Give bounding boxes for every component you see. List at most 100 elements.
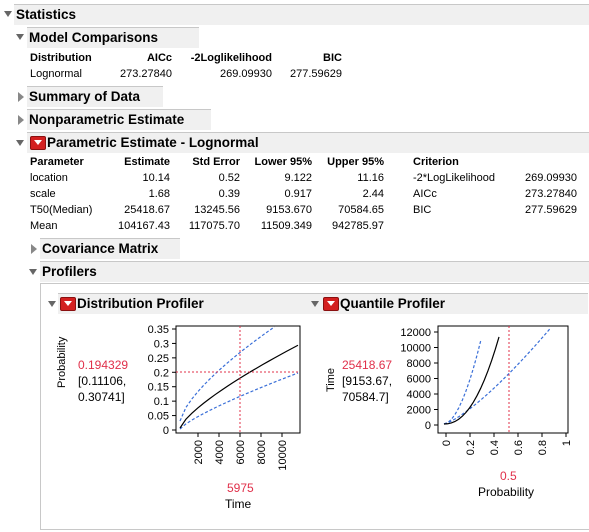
dist-y-tick-label: 0.3 <box>154 338 169 350</box>
col-header: Lower 95% <box>254 156 312 168</box>
table-header-row: Parameter Estimate Std Error Lower 95% U… <box>30 154 384 170</box>
summary-of-data-header[interactable]: Summary of Data <box>27 86 163 107</box>
covariance-header[interactable]: Covariance Matrix <box>40 238 180 259</box>
nonparametric-header[interactable]: Nonparametric Estimate <box>27 109 211 130</box>
col-header: Parameter <box>30 156 84 168</box>
criterion-table: Criterion -2*LogLikelihood 269.09930 AIC… <box>413 154 577 218</box>
quant-plot-frame <box>437 325 569 434</box>
dist-xlabel: Time <box>225 497 252 511</box>
cell: 942785.97 <box>332 220 384 232</box>
distribution-profiler-red-triangle-menu[interactable] <box>60 297 76 311</box>
quant-estimate-curve <box>443 336 500 425</box>
statistics-title: Statistics <box>16 7 77 22</box>
expand-covariance-icon[interactable] <box>31 244 37 254</box>
col-header: Upper 95% <box>327 156 384 168</box>
cell: 269.09930 <box>525 172 577 184</box>
profilers-panel <box>40 283 589 530</box>
col-header: AICc <box>146 52 172 64</box>
table-row: T50(Median) 25418.67 13245.56 9153.670 7… <box>30 202 384 218</box>
quant-lower-ci-curve <box>443 327 551 425</box>
distribution-profiler-title: Distribution Profiler <box>77 296 204 311</box>
cell: 10.14 <box>142 172 170 184</box>
collapse-model-comparisons-icon[interactable] <box>16 34 24 40</box>
parametric-table: Parameter Estimate Std Error Lower 95% U… <box>30 154 384 234</box>
col-header: BIC <box>323 52 342 64</box>
quant-prob-value[interactable]: 0.5 <box>500 469 517 483</box>
col-header: Estimate <box>124 156 170 168</box>
cell: 273.27840 <box>525 188 577 200</box>
cell: 11.16 <box>357 172 384 184</box>
dist-y-tick-label: 0 <box>163 425 169 437</box>
cell: 104167.43 <box>118 220 170 232</box>
table-row: location 10.14 0.52 9.122 11.16 <box>30 170 384 186</box>
quant-upper-ci-curve <box>443 340 482 425</box>
collapse-profilers-icon[interactable] <box>29 269 37 275</box>
dist-ylabel: Probability <box>56 336 68 388</box>
cell <box>513 154 577 170</box>
table-header-row: Distribution AICc -2Loglikelihood BIC <box>30 50 342 66</box>
quant-x-tick-label: 0.4 <box>489 440 501 455</box>
table-row: scale 1.68 0.39 0.917 2.44 <box>30 186 384 202</box>
model-comparisons-header[interactable]: Model Comparisons <box>27 27 199 48</box>
col-header: Criterion <box>413 156 459 168</box>
collapse-quantile-profiler-icon[interactable] <box>311 301 319 307</box>
cell: 9153.670 <box>266 204 312 216</box>
dist-y-tick-label: 0.15 <box>148 382 169 394</box>
cell: 70584.65 <box>338 204 384 216</box>
cell: 0.917 <box>284 188 312 200</box>
dist-x-tick-label: 10000 <box>277 440 289 471</box>
profilers-header[interactable]: Profilers <box>40 261 589 282</box>
dist-probability-value[interactable]: 0.194329 <box>78 358 129 372</box>
cell: 277.59629 <box>525 204 577 216</box>
col-header: Distribution <box>30 52 92 64</box>
col-header: -2Loglikelihood <box>190 52 272 64</box>
model-comparisons-title: Model Comparisons <box>29 30 159 45</box>
cell: AICc <box>413 188 437 200</box>
cell: scale <box>30 188 56 200</box>
distribution-profiler-header[interactable]: Distribution Profiler <box>58 293 325 314</box>
cell: T50(Median) <box>30 204 93 216</box>
quant-x-tick-label: 1 <box>561 440 573 446</box>
dist-time-value[interactable]: 5975 <box>227 481 254 495</box>
quant-y-tick-label: 8000 <box>407 358 431 370</box>
quant-xlabel: Probability <box>478 485 535 499</box>
parametric-red-triangle-menu[interactable] <box>30 136 46 150</box>
cell: 273.27840 <box>120 68 172 80</box>
cell: -2*LogLikelihood <box>413 172 495 184</box>
cell: 13245.56 <box>194 204 240 216</box>
table-header-row: Criterion <box>413 154 577 170</box>
dist-ci-lower: [0.11106, <box>78 374 127 388</box>
profilers-title: Profilers <box>42 264 97 279</box>
cell: 2.44 <box>362 188 384 200</box>
summary-of-data-title: Summary of Data <box>29 89 141 104</box>
cell: 25418.67 <box>124 204 170 216</box>
parametric-title: Parametric Estimate - Lognormal <box>47 135 259 150</box>
quantile-profiler-header[interactable]: Quantile Profiler <box>321 293 588 314</box>
quantile-profiler-red-triangle-menu[interactable] <box>323 297 339 311</box>
quantile-profiler-chart[interactable]: 12000 10000 8000 6000 4000 2000 0 0 0.2 0.4 0.6 0.… <box>368 320 578 470</box>
dist-y-tick-label: 0.1 <box>154 396 169 408</box>
table-row: Mean 104167.43 117075.70 11509.349 94278… <box>30 218 384 234</box>
covariance-title: Covariance Matrix <box>42 241 159 256</box>
quant-x-tick-label: 0.2 <box>465 440 477 455</box>
expand-nonparametric-icon[interactable] <box>18 115 24 125</box>
quant-y-tick-label: 0 <box>425 420 431 432</box>
collapse-distribution-profiler-icon[interactable] <box>48 301 56 307</box>
dist-x-tick-label: 6000 <box>235 440 247 464</box>
statistics-header[interactable]: Statistics <box>14 4 589 25</box>
distribution-profiler-chart[interactable]: 0.35 0.3 0.25 0.2 0.15 0.1 0.05 0 2000 4000 6000 8… <box>130 320 310 480</box>
model-comparisons-table: Distribution AICc -2Loglikelihood BIC Lo… <box>30 50 342 82</box>
cell: BIC <box>413 204 432 216</box>
collapse-parametric-icon[interactable] <box>16 140 24 146</box>
col-header: Std Error <box>192 156 240 168</box>
quant-y-tick-label: 12000 <box>400 327 431 339</box>
cell: Lognormal <box>30 68 82 80</box>
table-row: Lognormal 273.27840 269.09930 277.59629 <box>30 66 342 82</box>
expand-summary-icon[interactable] <box>18 92 24 102</box>
cell: 1.68 <box>148 188 170 200</box>
quant-time-value[interactable]: 25418.67 <box>342 358 393 372</box>
collapse-statistics-icon[interactable] <box>4 11 12 17</box>
cell: Mean <box>30 220 58 232</box>
parametric-header[interactable]: Parametric Estimate - Lognormal <box>27 132 589 153</box>
quant-x-tick-label: 0 <box>441 440 453 446</box>
